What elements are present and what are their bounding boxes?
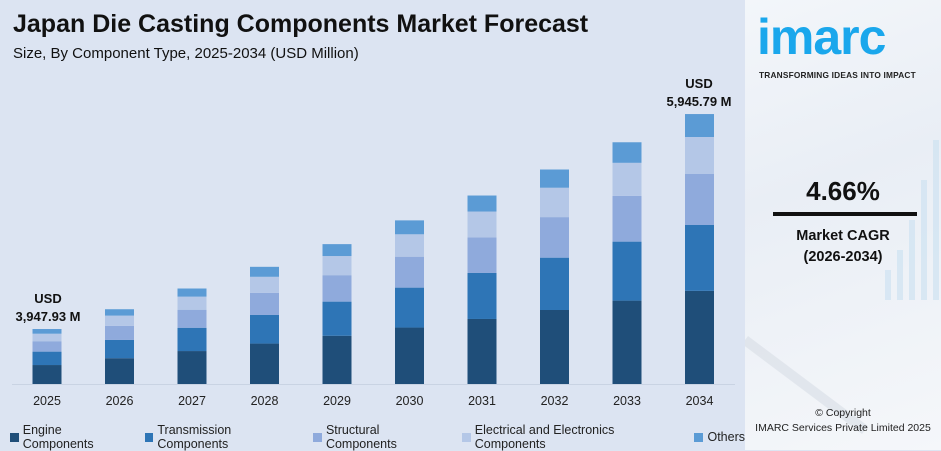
- bar-segment-2031-4: [467, 195, 497, 212]
- bar-segment-2026-4: [105, 309, 134, 316]
- legend-item: Electrical and Electronics Components: [462, 423, 682, 451]
- cagr-value: 4.66%: [806, 176, 880, 206]
- bar-segment-2030-2: [395, 256, 424, 288]
- x-tick-label: 2028: [251, 394, 279, 408]
- legend-swatch: [144, 432, 154, 442]
- bar-segment-2028-1: [250, 314, 279, 344]
- bar-segment-2027-4: [177, 288, 207, 297]
- bar-segment-2033-4: [612, 142, 642, 163]
- x-tick-label: 2027: [178, 394, 206, 408]
- first-value-label: USD 3,947.93 M: [8, 290, 88, 326]
- bar-segment-2027-0: [177, 351, 207, 384]
- legend-label: Others: [707, 430, 745, 444]
- legend-item: Structural Components: [313, 423, 450, 451]
- x-tick-label: 2029: [323, 394, 351, 408]
- cagr-label: Market CAGR: [796, 228, 890, 244]
- last-value-label: USD 5,945.79 M: [659, 75, 739, 111]
- bar-segment-2027-2: [177, 309, 207, 328]
- legend: Engine Components Transmission Components…: [10, 423, 745, 451]
- bar-segment-2034-1: [685, 225, 714, 291]
- bar-segment-2032-2: [540, 217, 569, 258]
- chart-subtitle: Size, By Component Type, 2025-2034 (USD …: [13, 45, 359, 62]
- first-label-value: 3,947.93 M: [15, 309, 81, 324]
- bar-segment-2026-2: [105, 325, 134, 340]
- brand-tagline: TRANSFORMING IDEAS INTO IMPACT: [759, 70, 916, 80]
- bar-segment-2029-1: [322, 301, 352, 336]
- legend-item: Transmission Components: [144, 423, 302, 451]
- bar-segment-2029-4: [322, 244, 352, 257]
- legend-item: Others: [694, 423, 745, 451]
- x-tick-label: 2031: [468, 394, 496, 408]
- bar-segment-2028-3: [250, 276, 279, 293]
- bar-segment-2030-3: [395, 234, 424, 257]
- bar-segment-2025-0: [32, 365, 62, 384]
- bar-segment-2033-0: [612, 300, 642, 384]
- bar-segment-2032-1: [540, 257, 569, 310]
- legend-label: Transmission Components: [157, 423, 232, 451]
- bar-segment-2031-2: [467, 237, 497, 273]
- legend-label: Structural Components: [325, 423, 397, 451]
- x-tick-label: 2033: [613, 394, 641, 408]
- bar-segment-2028-0: [250, 343, 279, 384]
- bar-segment-2034-0: [685, 290, 714, 384]
- bar-segment-2031-1: [467, 272, 497, 319]
- info-panel: imarc TRANSFORMING IDEAS INTO IMPACT 4.6…: [745, 0, 941, 450]
- bar-segment-2030-4: [395, 220, 424, 235]
- bar-segment-2032-3: [540, 187, 569, 218]
- x-tick-label: 2026: [106, 394, 134, 408]
- legend-item: Engine Components: [10, 423, 133, 451]
- bar-segment-2026-1: [105, 339, 134, 359]
- x-tick-label: 2030: [396, 394, 424, 408]
- bar-segment-2031-3: [467, 211, 497, 238]
- bar-segment-2029-0: [322, 335, 352, 384]
- last-label-currency: USD: [685, 76, 713, 91]
- bar-segment-2031-0: [467, 318, 497, 384]
- bar-segment-2025-4: [32, 329, 62, 334]
- copyright: © Copyright IMARC Services Private Limit…: [745, 406, 941, 436]
- bar-segment-2032-0: [540, 309, 569, 384]
- x-tick-label: 2034: [686, 394, 714, 408]
- bar-segment-2033-2: [612, 195, 642, 242]
- x-tick-label: 2025: [33, 394, 61, 408]
- cagr-caption: Market CAGR (2026-2034): [745, 226, 941, 268]
- chart-title: Japan Die Casting Components Market Fore…: [13, 10, 589, 38]
- bar-segment-2029-3: [322, 256, 352, 276]
- legend-swatch: [694, 432, 704, 442]
- bar-segment-2025-3: [32, 333, 62, 342]
- bar-segment-2027-3: [177, 296, 207, 310]
- bar-segment-2034-4: [685, 114, 714, 137]
- bar-segment-2030-1: [395, 287, 424, 328]
- first-label-currency: USD: [34, 291, 62, 306]
- chart-panel: Japan Die Casting Components Market Fore…: [8, 10, 745, 451]
- legend-label: Electrical and Electronics Components: [474, 423, 615, 451]
- bar-segment-2034-2: [685, 173, 714, 226]
- legend-swatch: [313, 432, 322, 442]
- copyright-line: © Copyright: [815, 407, 871, 419]
- bar-segment-2028-4: [250, 266, 279, 277]
- legend-swatch: [462, 432, 471, 442]
- bar-segment-2025-1: [32, 351, 62, 366]
- imarc-logo: imarc: [757, 9, 886, 65]
- cagr-divider: [773, 212, 917, 216]
- last-label-value: 5,945.79 M: [666, 94, 732, 109]
- bar-segment-2026-0: [105, 358, 134, 384]
- bar-segment-2025-2: [32, 341, 62, 352]
- bar-segment-2034-3: [685, 136, 714, 174]
- bar-segment-2030-0: [395, 327, 424, 384]
- bar-segment-2028-2: [250, 292, 279, 315]
- legend-label: Engine Components: [22, 423, 94, 451]
- bar-segment-2029-2: [322, 275, 352, 302]
- copyright-company: IMARC Services Private Limited 2025: [755, 422, 931, 434]
- bar-segment-2032-4: [540, 169, 569, 188]
- legend-swatch: [10, 432, 19, 442]
- background-chart-decoration: [745, 140, 939, 434]
- x-tick-label: 2032: [541, 394, 569, 408]
- bar-segment-2026-3: [105, 315, 134, 326]
- cagr-period: (2026-2034): [803, 249, 883, 265]
- bar-segment-2033-3: [612, 162, 642, 196]
- bar-segment-2027-1: [177, 327, 207, 352]
- stacked-bar-chart: 2025 2026 2027 2028 2029 2030 2031 2032 2033 2034: [12, 114, 735, 408]
- bar-segment-2033-1: [612, 241, 642, 301]
